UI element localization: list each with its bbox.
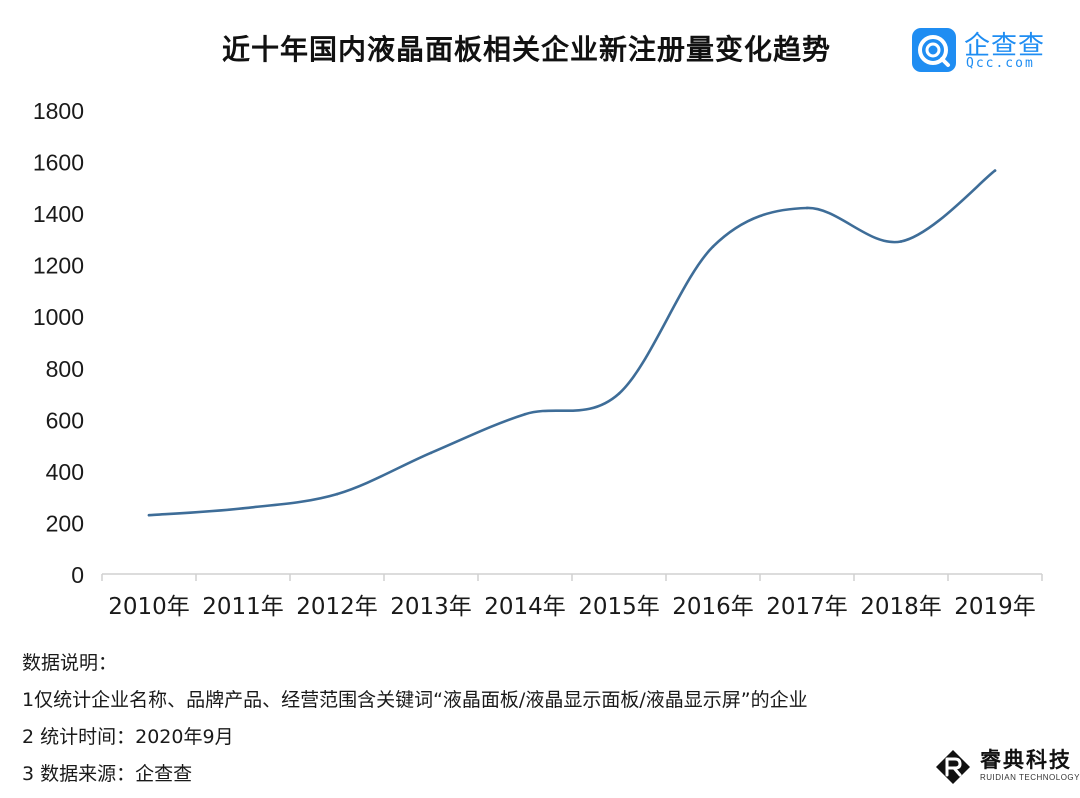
x-tick-label: 2019年 — [954, 594, 1036, 620]
watermark-name: 睿典科技 — [980, 748, 1072, 772]
x-tick-label: 2017年 — [766, 594, 848, 620]
notes-heading: 数据说明： — [22, 652, 118, 674]
data-point — [617, 392, 621, 395]
data-point — [993, 169, 997, 172]
data-point — [429, 451, 433, 455]
notes-line-3: 3 数据来源：企查查 — [22, 763, 193, 785]
watermark-subtitle: RUIDIAN TECHNOLOGY — [980, 773, 1080, 782]
y-tick-label: 0 — [71, 562, 84, 588]
series-group — [147, 169, 997, 517]
x-tick-label: 2011年 — [202, 594, 284, 620]
data-point — [241, 506, 245, 510]
y-tick-label: 1800 — [33, 98, 84, 124]
data-point — [805, 206, 809, 210]
y-tick-label: 1200 — [33, 253, 84, 279]
y-tick-label: 1000 — [33, 304, 84, 330]
y-axis: 0 200 400 600 800 1000 1200 1400 1600 1800 — [33, 98, 84, 588]
data-point — [899, 240, 903, 243]
brand-domain: Qcc.com — [966, 56, 1035, 71]
qcc-brand-logo: 企查查 Qcc.com — [912, 26, 1062, 74]
x-tick-label: 2018年 — [860, 594, 942, 620]
x-tick-label: 2016年 — [672, 594, 754, 620]
y-tick-label: 1400 — [33, 201, 84, 227]
y-tick-label: 1600 — [33, 150, 84, 176]
brand-name: 企查查 — [964, 31, 1046, 61]
y-tick-label: 800 — [46, 356, 84, 382]
x-axis: 2010年 2011年 2012年 2013年 2014年 2015年 2016年 2017年… — [101, 573, 1043, 620]
ruidian-logo-icon — [934, 748, 972, 786]
watermark: 睿典科技 RUIDIAN TECHNOLOGY — [934, 744, 1079, 788]
y-tick-label: 600 — [46, 407, 84, 433]
series-line — [147, 169, 997, 517]
data-point — [711, 245, 715, 248]
data-point — [523, 412, 527, 416]
data-point — [335, 492, 339, 496]
x-tick-label: 2013年 — [390, 594, 472, 620]
x-tick-label: 2010年 — [108, 594, 190, 620]
x-tick-label: 2014年 — [484, 594, 566, 620]
notes-line-2: 2 统计时间：2020年9月 — [22, 726, 234, 748]
y-tick-label: 200 — [46, 510, 84, 536]
qcc-logo-icon — [912, 28, 956, 72]
data-point — [147, 513, 151, 517]
chart-title: 近十年国内液晶面板相关企业新注册量变化趋势 — [222, 33, 832, 66]
y-tick-label: 400 — [46, 459, 84, 485]
notes-line-1: 1仅统计企业名称、品牌产品、经营范围含关键词“液晶面板/液晶显示面板/液晶显示屏… — [22, 689, 808, 711]
data-notes: 数据说明： 1仅统计企业名称、品牌产品、经营范围含关键词“液晶面板/液晶显示面板… — [22, 650, 808, 798]
x-tick-label: 2015年 — [578, 594, 660, 620]
x-tick-label: 2012年 — [296, 594, 378, 620]
